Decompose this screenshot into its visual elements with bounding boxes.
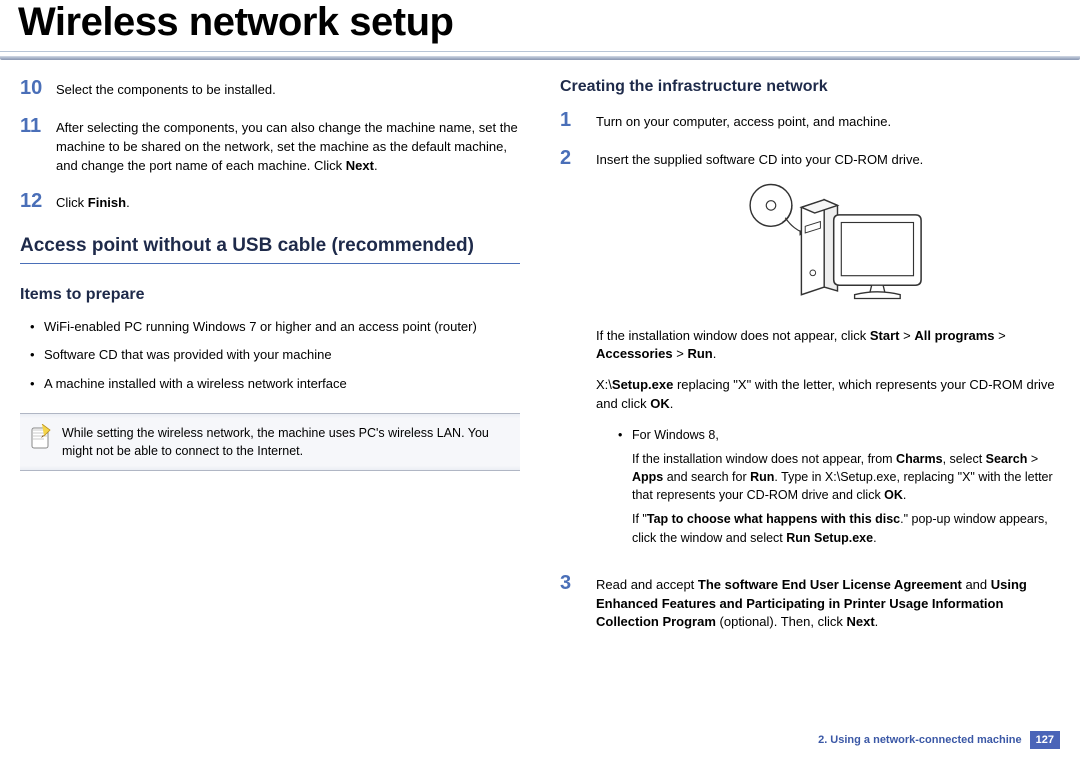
step-number: 2 bbox=[560, 148, 586, 168]
page-number: 127 bbox=[1030, 731, 1060, 749]
subheading-infrastructure: Creating the infrastructure network bbox=[560, 78, 1060, 96]
page-title: Wireless network setup bbox=[0, 0, 1080, 51]
paragraph: If the installation window does not appe… bbox=[596, 327, 1060, 365]
list-item: Software CD that was provided with your … bbox=[30, 346, 520, 364]
paragraph: If the installation window does not appe… bbox=[632, 450, 1060, 504]
step-number: 10 bbox=[20, 78, 46, 98]
title-band bbox=[0, 56, 1080, 60]
items-list: WiFi-enabled PC running Windows 7 or hig… bbox=[20, 318, 520, 393]
step-body: Insert the supplied software CD into you… bbox=[596, 148, 1060, 557]
step-body: Read and accept The software End User Li… bbox=[596, 573, 1060, 633]
step-2: 2 Insert the supplied software CD into y… bbox=[560, 148, 1060, 557]
cd-computer-diagram bbox=[596, 174, 1060, 315]
title-divider bbox=[0, 51, 1060, 52]
step-11: 11 After selecting the components, you c… bbox=[20, 116, 520, 176]
win8-label: For Windows 8, bbox=[632, 428, 719, 442]
step-1: 1 Turn on your computer, access point, a… bbox=[560, 110, 1060, 132]
paragraph: If "Tap to choose what happens with this… bbox=[632, 510, 1060, 546]
step-number: 1 bbox=[560, 110, 586, 130]
list-item: For Windows 8, If the installation windo… bbox=[618, 426, 1060, 547]
right-column: Creating the infrastructure network 1 Tu… bbox=[560, 78, 1060, 648]
paragraph: X:\Setup.exe replacing "X" with the lett… bbox=[596, 376, 1060, 414]
step-body: Select the components to be installed. bbox=[56, 78, 520, 100]
note-icon bbox=[30, 424, 52, 452]
subheading-items: Items to prepare bbox=[20, 286, 520, 304]
step-body-text: Insert the supplied software CD into you… bbox=[596, 151, 1060, 170]
content-columns: 10 Select the components to be installed… bbox=[0, 78, 1080, 648]
step-number: 11 bbox=[20, 116, 46, 136]
step-12: 12 Click Finish. bbox=[20, 191, 520, 213]
step-body: Click Finish. bbox=[56, 191, 520, 213]
note-text: While setting the wireless network, the … bbox=[62, 424, 510, 460]
list-item: A machine installed with a wireless netw… bbox=[30, 375, 520, 393]
list-item: WiFi-enabled PC running Windows 7 or hig… bbox=[30, 318, 520, 336]
step-number: 12 bbox=[20, 191, 46, 211]
step-body: Turn on your computer, access point, and… bbox=[596, 110, 1060, 132]
section-heading-access-point: Access point without a USB cable (recomm… bbox=[20, 235, 520, 257]
step-3: 3 Read and accept The software End User … bbox=[560, 573, 1060, 633]
step-number: 3 bbox=[560, 573, 586, 593]
step-10: 10 Select the components to be installed… bbox=[20, 78, 520, 100]
section-heading-rule bbox=[20, 263, 520, 264]
left-column: 10 Select the components to be installed… bbox=[20, 78, 520, 648]
step-body: After selecting the components, you can … bbox=[56, 116, 520, 176]
page-footer: 2. Using a network-connected machine 127 bbox=[818, 731, 1060, 749]
windows8-list: For Windows 8, If the installation windo… bbox=[596, 426, 1060, 547]
note-box: While setting the wireless network, the … bbox=[20, 413, 520, 471]
footer-chapter: 2. Using a network-connected machine bbox=[818, 734, 1022, 746]
